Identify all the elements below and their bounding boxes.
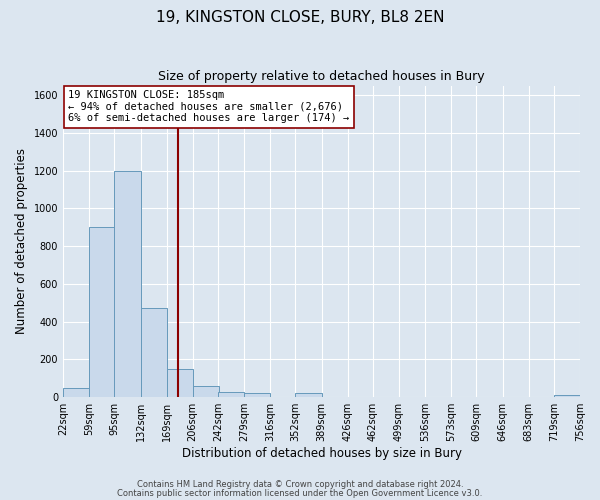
Bar [218,392,244,397]
Bar [295,394,322,397]
Text: 19, KINGSTON CLOSE, BURY, BL8 2EN: 19, KINGSTON CLOSE, BURY, BL8 2EN [156,10,444,25]
Bar [63,388,89,397]
Text: 19 KINGSTON CLOSE: 185sqm
← 94% of detached houses are smaller (2,676)
6% of sem: 19 KINGSTON CLOSE: 185sqm ← 94% of detac… [68,90,349,124]
Text: Contains HM Land Registry data © Crown copyright and database right 2024.: Contains HM Land Registry data © Crown c… [137,480,463,489]
X-axis label: Distribution of detached houses by size in Bury: Distribution of detached houses by size … [182,447,461,460]
Bar [89,227,115,397]
Title: Size of property relative to detached houses in Bury: Size of property relative to detached ho… [158,70,485,83]
Bar [554,396,580,397]
Bar [115,170,140,397]
Bar [167,369,193,397]
Y-axis label: Number of detached properties: Number of detached properties [15,148,28,334]
Text: Contains public sector information licensed under the Open Government Licence v3: Contains public sector information licen… [118,488,482,498]
Bar [244,394,270,397]
Bar [140,308,167,397]
Bar [193,386,218,397]
